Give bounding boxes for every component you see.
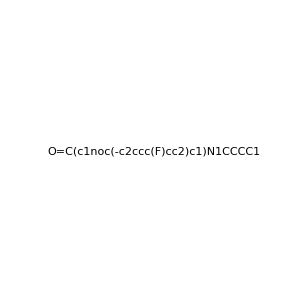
Text: O=C(c1noc(-c2ccc(F)cc2)c1)N1CCCC1: O=C(c1noc(-c2ccc(F)cc2)c1)N1CCCC1 <box>47 146 260 157</box>
